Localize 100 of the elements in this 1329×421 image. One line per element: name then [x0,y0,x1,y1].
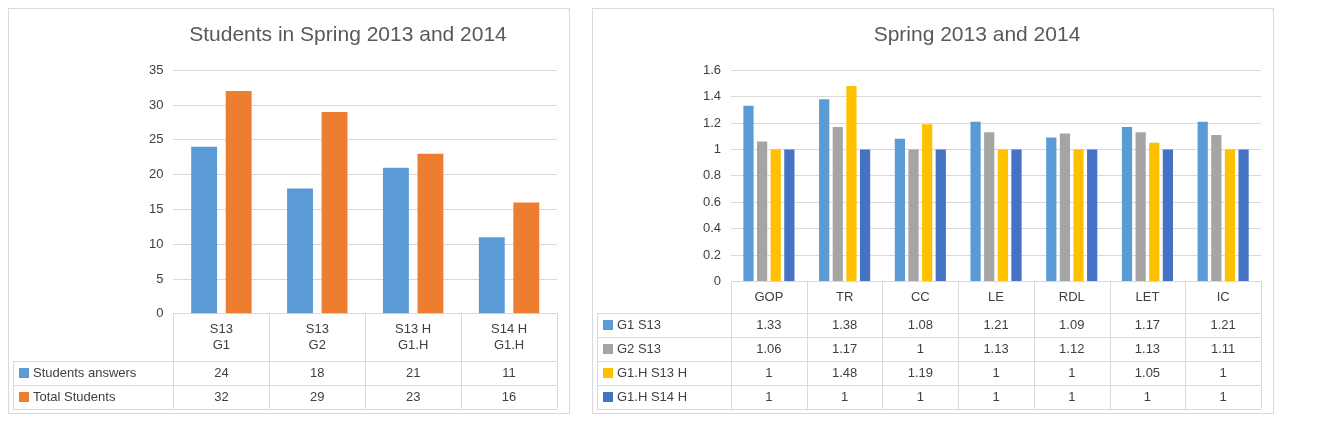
data-label: 1 [916,340,924,356]
legend-label: Total Students [33,388,116,404]
bar [894,138,905,281]
y-tick-label: 1.4 [702,88,722,104]
y-tick-label: 5 [156,270,164,286]
bar [478,237,505,314]
data-label: 1 [992,364,1000,380]
legend-label: G1 S13 [617,316,662,332]
data-label: 1.33 [756,316,782,332]
bar [984,132,995,281]
data-label: 18 [310,364,325,380]
data-label: 1 [841,388,849,404]
x-tick-label: GOP [754,288,784,304]
bar [1135,132,1146,281]
bar [784,149,795,281]
x-tick-label: S14 H G1.H [490,321,528,352]
data-label: 1 [1219,388,1227,404]
bar [513,202,540,314]
bar [1121,126,1133,281]
bar [225,91,252,314]
data-label: 1.48 [831,364,858,380]
bar [1162,149,1173,281]
bar [287,188,313,314]
bar [382,167,409,314]
bar [997,149,1008,281]
bar [832,126,843,281]
y-tick-label: 1.2 [702,114,722,130]
y-tick-label: 25 [148,131,164,147]
data-label: 1.21 [983,316,1009,332]
y-tick-label: 0 [713,272,722,288]
y-tick-label: 35 [148,61,164,77]
chart-title: Students in Spring 2013 and 2014 [189,22,508,46]
bar [819,99,830,281]
y-tick-label: 0.6 [702,193,722,209]
data-label: 1.38 [831,316,858,332]
bar [191,146,218,314]
data-label: 16 [501,388,517,404]
bar [1238,149,1249,281]
x-tick-label: LE [988,288,1005,304]
x-tick-label: S13 G2 [305,321,329,352]
data-label: 29 [310,388,325,404]
bar [1011,149,1022,281]
legend-label: G2 S13 [617,340,662,356]
data-label: 1.19 [907,364,933,380]
data-label: 21 [405,364,421,380]
bar [757,141,768,281]
data-label: 1.17 [831,340,858,356]
legend-label: Students answers [33,364,137,380]
y-tick-label: 0.2 [702,246,722,262]
data-label: 1 [765,388,773,404]
data-label: 1.12 [1059,340,1085,356]
y-tick-label: 10 [148,235,164,251]
y-tick-label: 0.4 [702,220,722,236]
y-tick-label: 1 [713,140,722,156]
data-label: 1.13 [1134,340,1161,356]
bar [1211,134,1222,281]
bar [935,149,946,281]
y-tick-label: 1.6 [702,61,722,77]
bar [1197,121,1208,281]
x-tick-label: S13 H G1.H [395,321,432,352]
bar [1224,149,1236,281]
bar [743,105,754,281]
data-label: 1 [1219,364,1227,380]
y-tick-label: 20 [148,166,164,182]
bar [1046,137,1057,281]
bar [846,86,857,281]
chart-title: Spring 2013 and 2014 [873,22,1081,46]
data-label: 24 [214,364,229,380]
bar [908,149,919,281]
data-label: 32 [214,388,229,404]
y-tick-label: 0.8 [702,167,722,183]
data-label: 11 [502,364,516,380]
data-label: 1 [1068,388,1076,404]
data-label: 1.09 [1059,316,1085,332]
data-label: 1.05 [1134,364,1161,380]
x-tick-label: LET [1135,288,1160,304]
legend-label: G1.H S14 H [617,388,688,404]
data-label: 1.08 [907,316,933,332]
data-label: 1.17 [1134,316,1161,332]
data-label: 23 [405,388,421,404]
y-tick-label: 0 [156,305,164,321]
bar [321,111,348,314]
y-tick-label: 15 [148,200,164,216]
bar [1149,142,1160,281]
x-tick-label: CC [910,288,930,304]
bar [922,124,933,281]
y-tick-label: 30 [148,96,164,112]
data-label: 1 [916,388,924,404]
x-tick-label: TR [835,288,854,304]
bar [770,149,781,281]
data-label: 1 [1143,388,1152,404]
data-label: 1.06 [756,340,782,356]
data-label: 1.21 [1210,316,1236,332]
x-tick-label: RDL [1058,288,1085,304]
bar [1059,133,1071,281]
data-label: 1 [992,388,1000,404]
bar [859,149,871,281]
legend-label: G1.H S13 H [617,364,688,380]
bar [970,121,981,281]
data-label: 1.11 [1210,340,1236,356]
